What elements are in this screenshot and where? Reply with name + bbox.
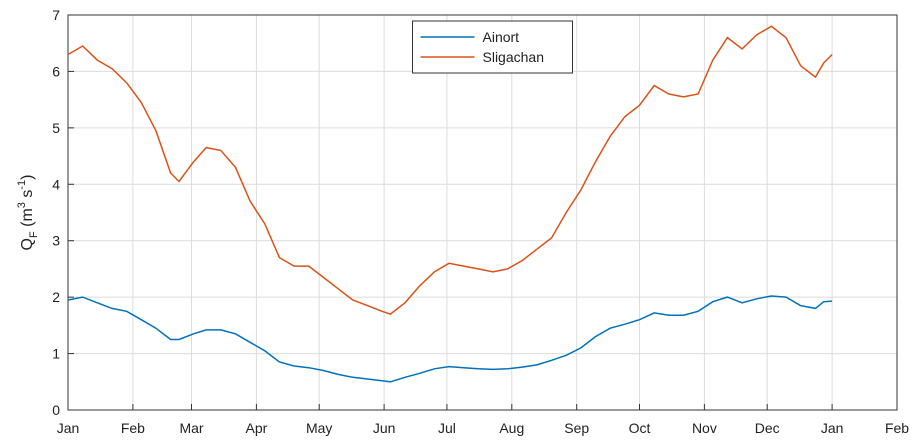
y-tick-label: 5 (52, 120, 60, 136)
x-tick-label: May (306, 420, 332, 436)
series-line (67, 25, 833, 315)
y-tick-label: 1 (52, 346, 60, 362)
x-tick-label: Apr (246, 420, 268, 436)
legend-label: Sligachan (483, 49, 545, 65)
y-tick-label: 2 (52, 289, 60, 305)
series-line (67, 295, 833, 383)
legend-label: Ainort (483, 29, 520, 45)
plot-area (68, 15, 897, 410)
y-axis-label-part: Q (19, 238, 36, 250)
y-axis-label-part: 3 (16, 202, 28, 208)
x-tick-label: Sep (564, 420, 589, 436)
x-tick-label: Aug (499, 420, 524, 436)
y-tick-label: 4 (52, 176, 60, 192)
x-tick-label: Dec (755, 420, 780, 436)
y-axis-label-part: F (28, 231, 40, 238)
x-tick-label: Nov (692, 420, 717, 436)
y-axis-label: QF (m3 s-1) (16, 175, 40, 251)
plot-frame (67, 14, 898, 411)
x-tick-label: Feb (885, 420, 909, 436)
y-axis-label-part: (m (19, 208, 36, 231)
x-tick-label: Jan (57, 420, 80, 436)
x-tick-label: Jun (373, 420, 396, 436)
x-tick-label: Feb (121, 420, 145, 436)
y-tick-label: 6 (52, 63, 60, 79)
x-tick-label: Jul (438, 420, 456, 436)
legend-box (412, 20, 573, 74)
x-tick-label: Jan (821, 420, 844, 436)
x-tick-label: Mar (179, 420, 203, 436)
y-axis-label-part: -1 (16, 180, 28, 190)
y-tick-label: 0 (52, 402, 60, 418)
x-tick-label: Oct (629, 420, 651, 436)
y-tick-label: 3 (52, 233, 60, 249)
y-axis-label-part: ) (19, 175, 36, 180)
y-axis-label-part: s (19, 190, 36, 202)
y-tick-label: 7 (52, 7, 60, 23)
